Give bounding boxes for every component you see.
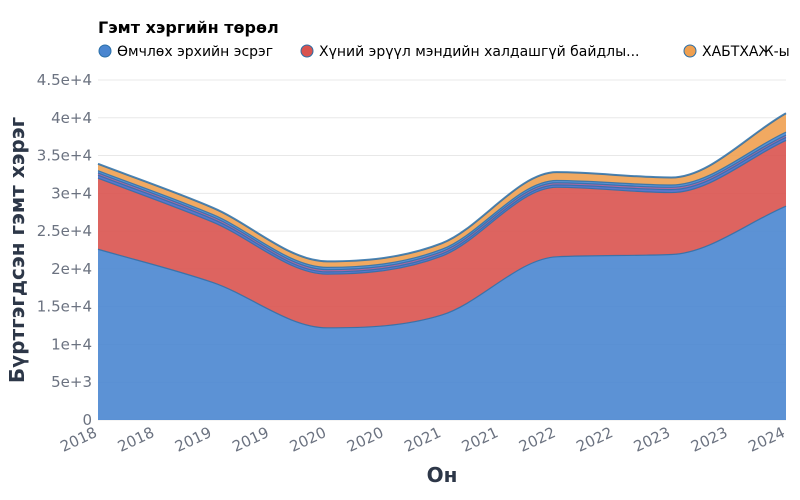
legend-title: Гэмт хэргийн төрөл xyxy=(98,18,279,37)
legend-swatch xyxy=(300,44,314,58)
x-tick-label: 2021 xyxy=(401,423,443,455)
x-tick-label: 2023 xyxy=(688,423,730,455)
area-series xyxy=(98,113,786,420)
x-axis-ticks: 2018 2018 2019 2019 2020 2020 2021 2021 2022 2022… xyxy=(57,423,787,455)
legend-swatch xyxy=(683,44,697,58)
series-lines xyxy=(97,112,787,329)
y-axis-title: Бүртгэгдсэн гэмт хэрэг xyxy=(5,117,29,383)
series-line-3 xyxy=(97,134,787,271)
legend-label: Хүний эрүүл мэндийн халдашгүй байдлы... xyxy=(319,44,640,60)
legend-swatch xyxy=(98,44,112,58)
legend-label: ХАБТХАЖ-ы xyxy=(702,44,790,60)
y-tick-label: 0 xyxy=(82,411,92,429)
series-line-0 xyxy=(97,205,787,329)
x-tick-label: 2019 xyxy=(229,423,271,455)
x-tick-label: 2022 xyxy=(573,423,615,455)
series-line-5 xyxy=(97,112,787,263)
x-tick-label: 2020 xyxy=(344,423,386,455)
x-tick-label: 2022 xyxy=(516,423,558,455)
x-tick-label: 2023 xyxy=(631,423,673,455)
y-tick-label: 4.5e+4 xyxy=(37,71,92,89)
x-axis-title: Он xyxy=(427,463,458,487)
area-series-0 xyxy=(98,206,786,420)
y-tick-label: 3.5e+4 xyxy=(37,147,92,165)
series-line-4 xyxy=(97,131,787,268)
x-tick-label: 2019 xyxy=(172,423,214,455)
y-tick-label: 5e+3 xyxy=(51,373,92,391)
series-line-2 xyxy=(97,136,787,273)
y-axis-ticks: 0 5e+3 1e+4 1.5e+4 2e+4 2.5e+4 3e+4 3.5e+4 4e+4 4… xyxy=(37,71,92,429)
x-tick-label: 2018 xyxy=(57,423,99,455)
legend-label: Өмчлөх эрхийн эсрэг xyxy=(117,44,273,60)
series-line-1 xyxy=(97,139,787,275)
area-series-1 xyxy=(98,140,786,328)
y-tick-label: 2.5e+4 xyxy=(37,222,92,240)
x-tick-label: 2020 xyxy=(287,423,329,455)
x-tick-label: 2018 xyxy=(115,423,157,455)
y-tick-label: 1.5e+4 xyxy=(37,298,92,316)
y-tick-label: 4e+4 xyxy=(51,109,92,127)
y-tick-label: 1e+4 xyxy=(51,335,92,353)
x-tick-label: 2021 xyxy=(459,423,501,455)
y-tick-label: 2e+4 xyxy=(51,260,92,278)
x-tick-label: 2024 xyxy=(745,423,787,455)
y-tick-label: 3e+4 xyxy=(51,184,92,202)
legend: Гэмт хэргийн төрөл Өмчлөх эрхийн эсрэг Хү… xyxy=(98,18,790,60)
